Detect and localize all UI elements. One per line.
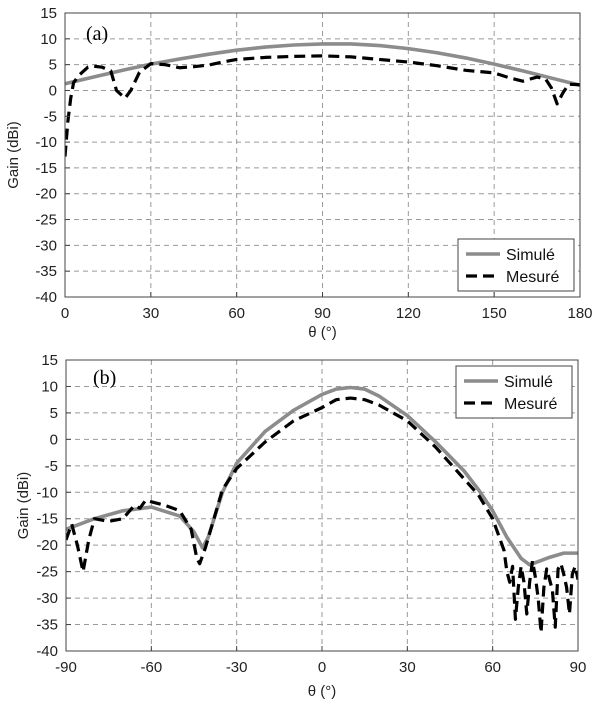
x-tick-label: -90 [55,659,77,676]
y-tick-label: -25 [35,212,57,229]
chart-panel-b: -90 -60 -30 0 30 60 90 -40 -35 -30 -25 -20 -15 -10 -5 0… [15,352,586,700]
y-tick-label: -35 [35,263,57,280]
legend-box [457,238,575,292]
y-tick-label: -10 [36,484,58,501]
y-tick-label: -10 [35,134,57,151]
legend-label-simule: Simulé [504,374,553,391]
x-axis-label: θ (°) [308,324,337,341]
y-tick-label: -30 [35,237,57,254]
x-tick-label: 120 [396,305,421,322]
legend: Simulé Mesuré [455,365,573,419]
x-tick-label: 60 [228,305,245,322]
x-tick-label: 90 [314,305,331,322]
panel-label: (b) [93,367,116,389]
x-tick-label: 30 [399,659,416,676]
x-tick-label: -60 [140,659,162,676]
legend: Simulé Mesuré [457,238,575,292]
y-axis-label: Gain (dBi) [5,121,22,189]
y-tick-label: -20 [35,186,57,203]
y-tick-label: 15 [40,5,57,22]
y-tick-label: 0 [50,431,58,448]
panel-label: (a) [86,23,108,45]
x-tick-label: 150 [482,305,507,322]
x-tick-label: 0 [61,305,69,322]
legend-label-mesure: Mesuré [504,396,557,413]
x-tick-label: 60 [484,659,501,676]
y-tick-label: 10 [41,378,58,395]
series-line-mesure [65,54,580,157]
y-tick-label: -5 [44,108,57,125]
y-tick-label: 5 [49,57,57,74]
x-tick-label: 90 [570,659,587,676]
x-axis-label: θ (°) [308,683,337,700]
y-tick-label: -25 [36,564,58,581]
x-tick-label: 180 [567,305,592,322]
y-tick-label: -30 [36,590,58,607]
chart-panel-a: 0 30 60 90 120 150 180 -40 -35 -30 -25 -20 -15 -10 -5 0… [5,5,593,341]
y-tick-label: -40 [36,643,58,660]
legend-box [455,365,573,419]
y-tick-label: 0 [49,82,57,99]
y-tick-label: -20 [36,537,58,554]
legend-label-simule: Simulé [506,247,555,264]
x-tick-label: -30 [226,659,248,676]
y-tick-label: 10 [40,31,57,48]
legend-label-mesure: Mesuré [506,269,559,286]
y-tick-label: -15 [35,160,57,177]
y-tick-label: 15 [41,352,58,369]
y-tick-label: -40 [35,289,57,306]
x-tick-label: 0 [318,659,326,676]
y-tick-label: -35 [36,617,58,634]
series-line-simule [66,385,578,567]
y-tick-label: -5 [45,458,58,475]
x-tick-label: 30 [142,305,159,322]
y-axis-label: Gain (dBi) [15,472,32,540]
series-line-mesure [66,396,578,635]
y-tick-label: 5 [50,405,58,422]
y-tick-label: -15 [36,511,58,528]
